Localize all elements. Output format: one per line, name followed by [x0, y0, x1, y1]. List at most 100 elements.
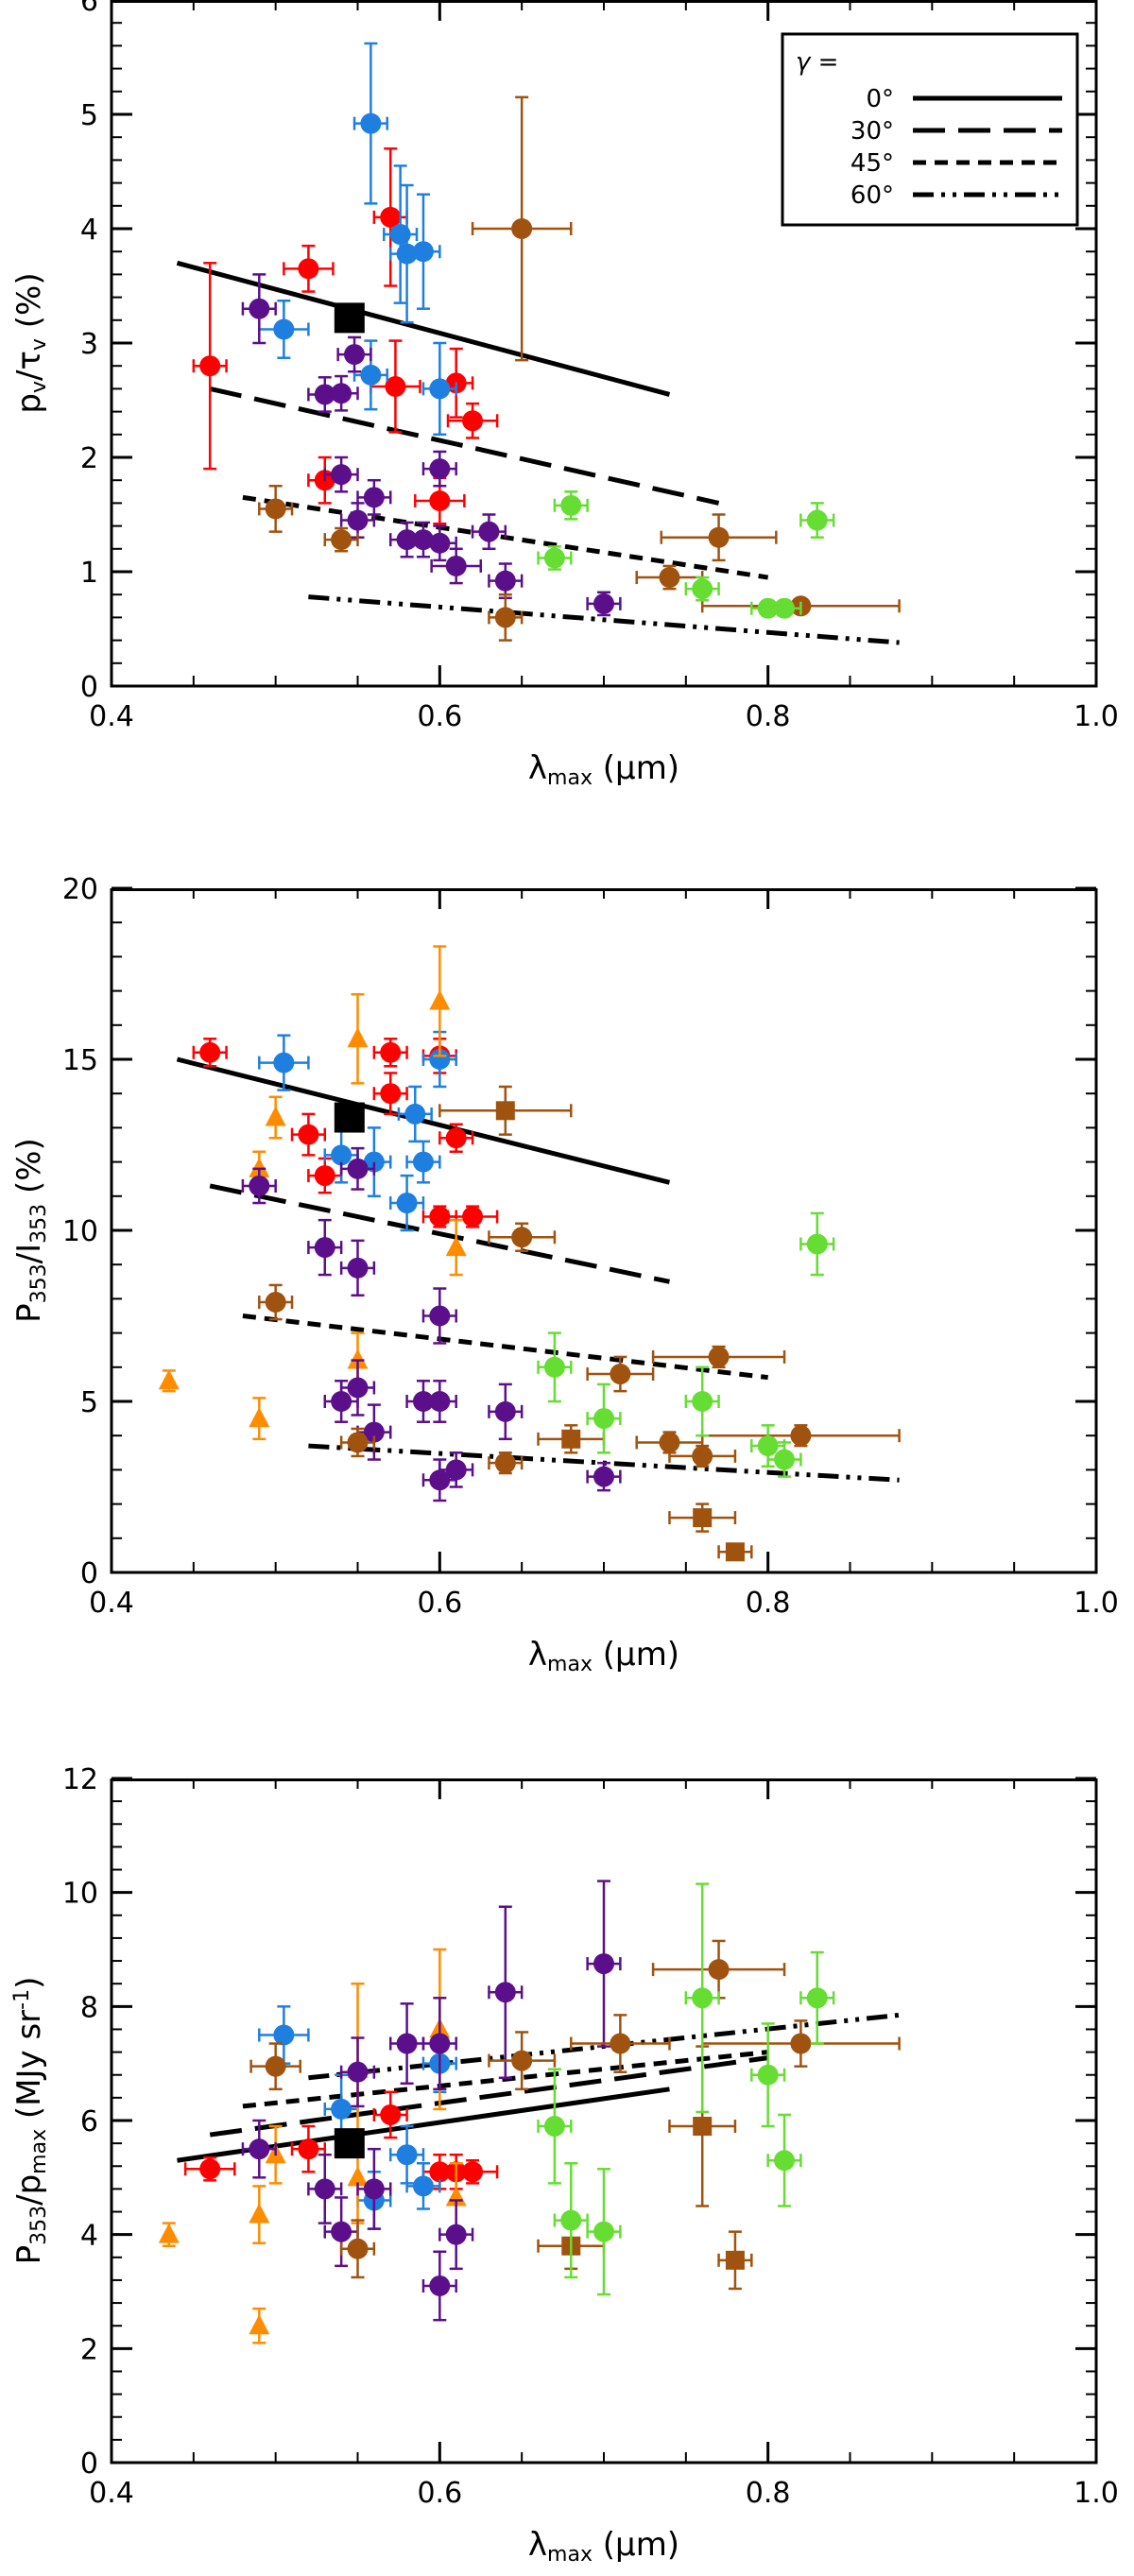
data-point: [750, 2022, 786, 2128]
point-marker-circle: [396, 2033, 418, 2054]
point-marker-circle: [429, 458, 451, 480]
data-point: [488, 2031, 557, 2091]
point-marker-circle: [331, 383, 352, 404]
point-marker-circle: [380, 1083, 402, 1105]
model-line-long-dash: [209, 1183, 670, 1284]
point-marker-circle: [331, 529, 352, 551]
legend-title: γ =: [796, 48, 838, 77]
point-marker-circle: [380, 2104, 402, 2125]
point-marker-triangle: [429, 989, 451, 1010]
data-point: [684, 575, 720, 602]
point-marker-square: [693, 2117, 713, 2137]
point-marker-triangle: [249, 1407, 270, 1428]
data-point: [488, 1222, 557, 1252]
y-tick-label: 6: [80, 2105, 98, 2138]
point-marker-circle: [593, 592, 614, 614]
data-point: [446, 402, 499, 439]
data-point: [799, 1950, 835, 2045]
point-marker-circle: [314, 1237, 335, 1259]
model-line-long-dash: [209, 386, 720, 506]
data-point: [684, 1365, 720, 1437]
data-point: [421, 1997, 457, 2091]
x-axis-label: λmax (μm): [528, 1636, 679, 1676]
data-point: [799, 502, 835, 539]
point-marker-circle: [249, 298, 270, 319]
data-point: [700, 2019, 901, 2068]
data-point: [438, 1123, 474, 1153]
point-marker-circle: [494, 1452, 516, 1474]
data-point: [258, 2005, 310, 2065]
point-marker-triangle: [158, 2223, 180, 2243]
data-point: [307, 1218, 343, 1277]
data-point: [265, 1095, 286, 1140]
x-tick-label: 0.6: [417, 700, 462, 733]
point-marker-circle: [265, 498, 286, 520]
y-axis-label: pv/τv (%): [10, 272, 51, 413]
data-point: [356, 478, 392, 516]
y-tick-label: 4: [80, 2220, 98, 2253]
point-marker-circle: [593, 2221, 614, 2242]
point-marker-triangle: [347, 1348, 369, 1369]
point-marker-circle: [331, 2098, 352, 2120]
data-point: [421, 2250, 457, 2322]
point-marker-circle: [347, 2061, 369, 2083]
data-point: [421, 341, 457, 437]
point-marker-circle: [692, 1987, 713, 2009]
y-tick-label: 4: [80, 214, 98, 247]
point-marker-circle: [790, 2033, 812, 2054]
data-point: [388, 1174, 425, 1232]
data-point: [471, 513, 507, 551]
x-tick-label: 0.4: [89, 2477, 134, 2510]
point-marker-circle: [347, 1432, 369, 1453]
data-point: [183, 2155, 236, 2182]
point-marker-circle: [429, 489, 451, 511]
data-point: [570, 2014, 671, 2073]
legend-label: 30°: [850, 117, 894, 146]
point-marker-circle: [385, 375, 406, 397]
point-marker-circle: [511, 218, 533, 239]
data-point: [537, 1331, 573, 1403]
data-point: [635, 564, 704, 591]
x-axis-label: λmax (μm): [528, 2526, 679, 2567]
data-point: [372, 2090, 408, 2139]
point-marker-circle: [412, 2175, 434, 2197]
point-marker-circle: [593, 1953, 614, 1975]
point-marker-triangle: [158, 1369, 180, 1390]
point-marker-circle: [806, 509, 828, 531]
point-marker-circle: [429, 2275, 451, 2296]
point-marker-circle: [774, 1449, 796, 1470]
point-marker-circle: [199, 2158, 221, 2180]
data-point: [429, 945, 451, 1057]
y-tick-label: 8: [80, 1991, 98, 2024]
point-marker-circle: [543, 547, 565, 569]
legend: γ = 0° 30° 45° 60°: [781, 32, 1079, 227]
point-marker-circle: [331, 1391, 352, 1412]
y-tick-label: 12: [62, 1763, 98, 1796]
point-marker-circle: [331, 2221, 352, 2242]
data-point: [651, 1345, 786, 1369]
point-marker-circle: [692, 578, 713, 600]
data-layer: [158, 1880, 901, 2344]
data-point: [339, 2219, 376, 2279]
data-point: [421, 1287, 457, 1345]
point-marker-circle: [347, 1158, 369, 1179]
point-marker-square: [693, 1508, 713, 1528]
point-marker-circle: [363, 2178, 385, 2200]
data-point: [372, 1072, 408, 1116]
point-marker-circle: [560, 494, 582, 516]
y-axis-label: P353/pmax (MJy sr-1): [10, 1977, 51, 2265]
data-point: [700, 1424, 901, 1448]
model-line-solid: [176, 1056, 671, 1185]
data-point: [339, 2036, 376, 2108]
model-line-short-dash: [242, 2050, 768, 2109]
data-point: [586, 1461, 622, 1492]
point-marker-circle: [494, 1982, 516, 2003]
data-point: [388, 2002, 425, 2086]
data-point: [421, 450, 457, 488]
data-point: [471, 95, 573, 362]
data-point: [488, 592, 524, 642]
data-point: [438, 1085, 573, 1136]
data-point: [249, 2042, 301, 2091]
data-point: [290, 1112, 327, 1157]
data-point: [352, 42, 389, 205]
